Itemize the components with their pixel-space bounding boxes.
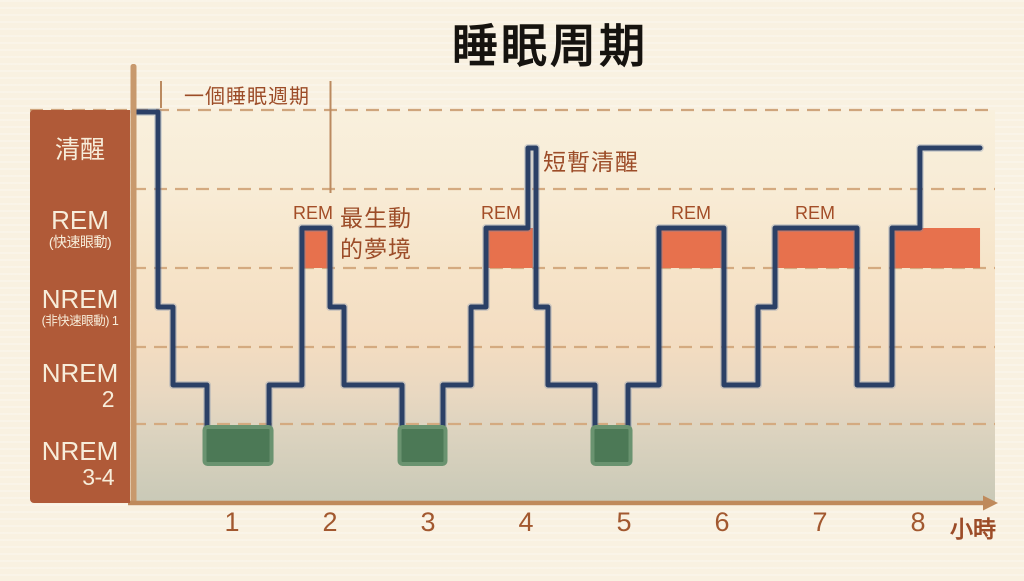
sidebar-row-nrem34: NREM 3-4 [30,424,130,503]
x-tick-2: 2 [322,507,338,537]
rem-period-label-1: REM [293,203,333,223]
sidebar-row-rem: REM (快速眼動) [30,189,130,268]
x-tick-6: 6 [714,507,730,537]
one-sleep-cycle-annotation: 一個睡眠週期 [184,86,310,108]
x-tick-5: 5 [616,507,632,537]
x-tick-3: 3 [420,507,436,537]
stage-sublabel-nrem1: (非快速眼動) 1 [41,314,119,328]
sidebar-row-nrem2: NREM 2 [30,347,130,424]
stage-label-awake: 清醒 [54,135,105,164]
rem-period-label-4: REM [795,203,835,223]
x-tick-7: 7 [812,507,828,537]
plot-background [133,110,995,503]
x-tick-4: 4 [518,507,534,537]
rem-period-label-3: REM [671,203,711,223]
x-axis-line [128,495,998,511]
y-axis-line [130,64,137,503]
sidebar-row-nrem1: NREM (非快速眼動) 1 [30,268,130,347]
stage-label-rem: REM [51,205,109,235]
stage-number-nrem2: 2 [101,386,115,412]
x-tick-8: 8 [910,507,926,537]
rem-period-label-2: REM [481,203,521,223]
vivid-dreams-line2: 的夢境 [340,236,412,262]
cycle-bracket-lines [160,81,332,193]
x-axis-unit-label: 小時 [950,516,996,542]
stage-number-nrem34: 3-4 [82,464,114,490]
vivid-dreams-line1: 最生動 [340,205,412,231]
stage-sublabel-rem: (快速眼動) [48,234,112,250]
stage-label-nrem34: NREM [41,436,119,466]
stage-sidebar: 清醒 REM (快速眼動) NREM (非快速眼動) 1 NREM 2 NREM… [30,110,130,503]
x-tick-1: 1 [224,507,240,537]
vivid-dreams-annotation: 最生動 的夢境 [340,203,412,265]
sidebar-row-awake: 清醒 [30,110,130,189]
rem-stage-fill-blocks [304,228,981,268]
brief-awakening-annotation: 短暫清醒 [543,149,639,175]
deep-sleep-fill-blocks [202,425,633,466]
stage-label-nrem2: NREM [41,358,119,388]
stage-label-nrem1: NREM [41,284,119,314]
sleep-stage-line [130,108,985,460]
page-title: 睡眠周期 [452,20,648,72]
